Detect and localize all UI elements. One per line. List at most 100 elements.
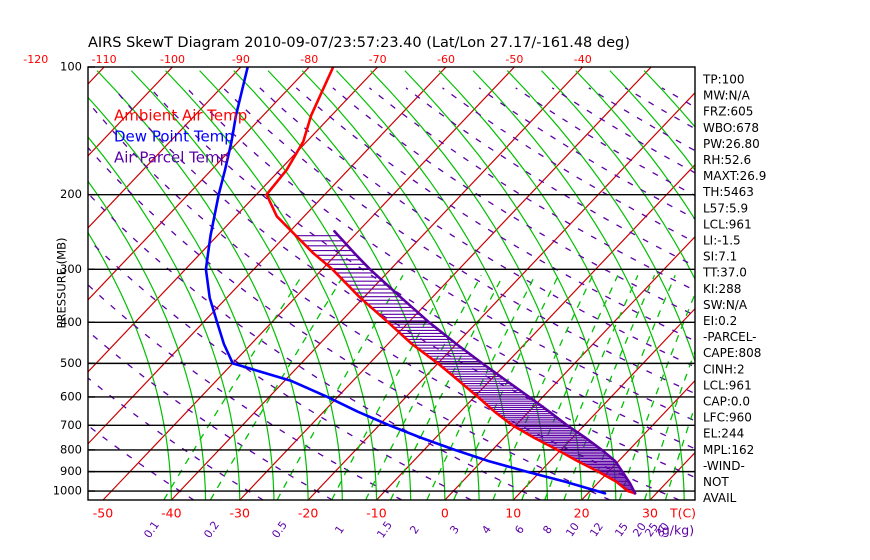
top-temperature-axis: -120 -110 -100 -90 -80 -70 -60 -50 -40: [23, 53, 591, 66]
parameter-l57: L57:5.9: [703, 201, 748, 215]
isotherm-line: [88, 67, 310, 301]
bottom-temp-tick: -10: [366, 506, 386, 521]
legend-item-2: Dew Point Temp: [114, 128, 234, 146]
moist-adiabat-line: [233, 70, 446, 500]
mixing-ratio-line: [563, 275, 656, 500]
mixing-ratio-line: [587, 275, 676, 500]
grid-lines: [88, 67, 695, 500]
dry-adiabat-line: [88, 238, 472, 500]
chart-legend: Ambient Air Temp Dew Point Temp Air Parcel…: [114, 107, 247, 167]
pressure-tick: 400: [60, 315, 82, 329]
pressure-tick: 200: [60, 187, 82, 201]
pressure-axis-label: PRESSURE (MB): [55, 238, 69, 329]
moist-adiabat-line: [165, 70, 378, 500]
isotherm-line: [307, 91, 695, 500]
pressure-tick: 1000: [53, 484, 82, 498]
parameter-sw: SW:N/A: [703, 298, 748, 312]
cape-hatching: [295, 235, 634, 492]
chart-title: AIRS SkewT Diagram 2010-09-07/23:57:23.4…: [88, 35, 630, 51]
bottom-temperature-axis: -50 -40 -30 -20 -10 0 10 20 30: [93, 506, 658, 521]
sounding-curves: [204, 67, 637, 495]
top-temp-tick: -110: [92, 53, 117, 66]
top-temp-tick: -70: [369, 53, 387, 66]
bottom-temp-tick: 10: [505, 506, 521, 521]
parameter-cinh: CINH:2: [703, 362, 745, 376]
parameter-parcel: -PARCEL-: [703, 330, 757, 344]
moist-adiabat-line: [88, 96, 275, 500]
parameter-ei: EI:0.2: [703, 314, 737, 328]
pressure-tick: 600: [60, 389, 82, 403]
moist-adiabat-line: [88, 136, 241, 500]
parameter-not: NOT: [703, 475, 729, 489]
isotherm-line: [88, 67, 173, 157]
parameter-si: SI:7.1: [703, 250, 737, 264]
top-temp-tick: -120: [23, 53, 48, 66]
parameter-panel: TP:100 MW:N/A FRZ:605 WBO:678 PW:26.80 RH:52.…: [702, 73, 766, 506]
moist-adiabat-line: [301, 70, 514, 500]
parameter-mpl: MPL:162: [703, 443, 754, 457]
pressure-tick: 100: [60, 60, 82, 74]
parameter-lcl: LCL:961: [703, 217, 752, 231]
plot-frame: [87, 66, 696, 501]
bottom-temp-tick: 20: [574, 506, 590, 521]
moist-adiabat-line: [472, 70, 685, 500]
parameter-wind: -WIND-: [703, 459, 745, 473]
curve-air-parcel-temp: [333, 230, 637, 495]
top-temp-tick: -60: [437, 53, 455, 66]
moist-adiabat-line: [88, 180, 207, 500]
legend-item-1: Ambient Air Temp: [114, 107, 247, 125]
moist-adiabat-line: [88, 231, 172, 500]
top-temp-tick: -40: [574, 53, 592, 66]
bottom-temp-tick: -50: [93, 506, 113, 521]
moist-adiabat-line: [438, 70, 651, 500]
isotherm-line: [102, 67, 515, 500]
temp-axis-unit-label: T(C): [669, 506, 696, 521]
bottom-temp-tick: -20: [298, 506, 318, 521]
parameter-maxt: MAXT:26.9: [703, 169, 766, 183]
mixing-ratio-line: [521, 275, 619, 500]
isotherm-line: [170, 67, 584, 500]
mixing-ratio-line: [618, 292, 695, 500]
parameter-pw: PW:26.80: [703, 137, 760, 151]
pressure-tick: 800: [60, 442, 82, 456]
parameter-th: TH:5463: [702, 185, 754, 199]
mixing-ratio-line: [544, 275, 639, 500]
moist-adiabat-line: [130, 70, 343, 500]
parameter-rh: RH:52.6: [703, 153, 751, 167]
pressure-tick: 300: [60, 262, 82, 276]
mixing-axis-unit-label: (g/kg): [657, 523, 694, 538]
parameter-li: LI:-1.5: [703, 234, 741, 248]
moist-adiabat-line: [506, 70, 695, 364]
bottom-temp-tick: 30: [642, 506, 658, 521]
mixing-ratio-line: [389, 274, 504, 500]
isotherm-line: [239, 67, 652, 500]
mixing-ratio-line: [453, 275, 560, 500]
isotherm-line: [512, 307, 695, 500]
isotherm-line: [88, 67, 447, 445]
dry-adiabat-line: [405, 87, 695, 267]
dry-adiabat-line: [88, 284, 403, 500]
legend-item-3: Air Parcel Temp: [114, 149, 229, 167]
dry-adiabat-line: [222, 87, 695, 395]
moist-adiabat-line: [370, 70, 583, 500]
parameter-el: EL:244: [703, 427, 744, 441]
moist-adiabat-line: [541, 70, 695, 281]
isotherm-line: [88, 67, 242, 229]
parameter-avail: AVAIL: [703, 491, 737, 505]
moist-adiabat-line: [335, 70, 548, 500]
parameter-tt: TT:37.0: [702, 266, 747, 280]
mixing-ratio-line: [492, 275, 594, 500]
parameter-mw: MW:N/A: [703, 89, 751, 103]
mixing-ratio-line: [426, 275, 536, 500]
parameter-ki: KI:288: [703, 282, 741, 296]
top-temp-tick: -90: [232, 53, 250, 66]
mixing-ratio-line: [643, 349, 695, 500]
parameter-frz: FRZ:605: [703, 105, 753, 119]
curve-ambient-air-temp: [265, 67, 637, 495]
bottom-temp-tick: 0: [441, 506, 449, 521]
dry-adiabat-line: [332, 87, 695, 317]
pressure-tick: 500: [60, 356, 82, 370]
